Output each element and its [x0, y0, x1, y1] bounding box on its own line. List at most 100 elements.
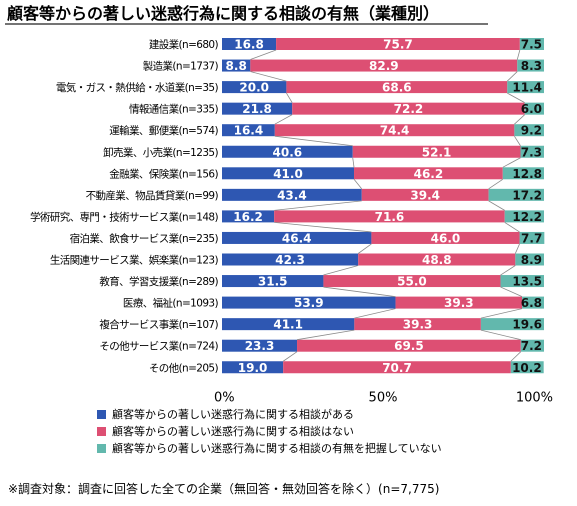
- connector-line: [507, 71, 518, 82]
- bar-segment: [361, 188, 489, 201]
- connector-line: [250, 49, 277, 60]
- category-label: 不動産業、物品賃貸業(n=99): [86, 189, 219, 202]
- bar-segment: [522, 296, 544, 309]
- connector-line: [296, 329, 355, 341]
- bar-segment: [480, 318, 544, 331]
- data-label: 21.8: [242, 102, 272, 116]
- bar-segment: [222, 210, 275, 223]
- data-label: 82.9: [369, 59, 399, 73]
- bar-segment: [274, 124, 515, 137]
- data-label: 19.6: [512, 318, 542, 332]
- connector-line: [507, 92, 525, 104]
- data-label: 31.5: [258, 275, 288, 289]
- data-label: 71.6: [375, 210, 405, 224]
- bar-segment: [354, 167, 503, 180]
- category-label: 宿泊業、飲食サービス業(n=235): [70, 232, 219, 245]
- data-label: 46.0: [431, 231, 461, 245]
- bar-segment: [520, 145, 544, 158]
- data-label: 8.9: [521, 253, 542, 267]
- legend-entry: 顧客等からの著しい迷惑行為に関する相談の有無を把握していない: [112, 441, 442, 455]
- connector-line: [250, 71, 287, 82]
- bar-segment: [222, 339, 298, 352]
- bar-segment: [222, 361, 284, 374]
- bar-segment: [519, 38, 544, 50]
- data-label: 39.4: [410, 188, 440, 202]
- data-label: 41.1: [273, 318, 303, 332]
- connector-line: [323, 286, 396, 297]
- connector-line: [500, 286, 523, 297]
- category-label: 運輸業、郵便業(n=574): [109, 124, 218, 137]
- bar-segment: [514, 124, 544, 137]
- data-label: 23.3: [245, 339, 275, 353]
- data-label: 19.0: [238, 361, 268, 375]
- data-label: 6.8: [521, 296, 542, 310]
- connector-line: [510, 351, 522, 362]
- connector-line: [352, 157, 355, 168]
- bar-segment: [500, 275, 544, 288]
- data-label: 43.4: [277, 188, 307, 202]
- connector-line: [274, 222, 372, 233]
- category-label: 卸売業、小売業(n=1235): [103, 146, 218, 159]
- bar-segment: [222, 124, 275, 137]
- connector-line: [480, 329, 521, 341]
- data-label: 39.3: [403, 318, 433, 332]
- category-label: 学術研究、専門・技術サービス業(n=148): [30, 210, 218, 223]
- legend-entry: 顧客等からの著しい迷惑行為に関する相談がある: [112, 407, 354, 421]
- category-label: 情報通信業(n=335): [129, 103, 218, 116]
- bar-segment: [222, 59, 251, 72]
- x-tick-label: 50%: [369, 390, 398, 405]
- data-label: 7.3: [521, 145, 542, 159]
- data-label: 8.8: [226, 59, 247, 73]
- data-label: 40.6: [273, 145, 303, 159]
- data-label: 46.2: [414, 167, 444, 181]
- data-label: 10.2: [512, 361, 542, 375]
- data-label: 75.7: [383, 38, 413, 52]
- bar-segment: [520, 339, 544, 352]
- bar-segment: [222, 188, 362, 201]
- connector-line: [354, 308, 396, 319]
- data-label: 70.7: [382, 361, 412, 375]
- bar-segment: [222, 167, 355, 180]
- bar-segment: [222, 81, 287, 94]
- data-label: 41.0: [273, 167, 303, 181]
- connector-line: [500, 265, 516, 276]
- data-label: 7.5: [521, 38, 542, 52]
- bar-segment: [507, 81, 544, 94]
- bar-segment: [524, 102, 544, 115]
- bar-segment: [250, 59, 518, 72]
- data-label: 13.5: [512, 275, 542, 289]
- connector-line: [282, 351, 298, 362]
- bar-segment: [323, 275, 501, 288]
- bar-segment: [510, 361, 544, 374]
- data-label: 46.4: [282, 231, 312, 245]
- data-label: 9.2: [521, 124, 542, 138]
- bar-segment: [371, 231, 520, 244]
- data-label: 42.3: [275, 253, 305, 267]
- connector-line: [274, 135, 353, 147]
- connector-line: [274, 200, 362, 211]
- bar-segment: [395, 296, 523, 309]
- bar-segment: [297, 339, 521, 352]
- data-label: 12.2: [512, 210, 542, 224]
- bar-segment: [358, 253, 516, 266]
- data-label: 69.5: [394, 339, 424, 353]
- bar-segment: [222, 253, 359, 266]
- data-label: 68.6: [382, 81, 412, 95]
- connector-line: [514, 243, 520, 254]
- connector-line: [514, 114, 525, 125]
- data-label: 6.0: [521, 102, 542, 116]
- bar-segment: [222, 275, 324, 288]
- footnote: ※調査対象：調査に回答した全ての企業（無回答・無効回答を除く）(n=7,775): [8, 481, 439, 496]
- data-label: 53.9: [294, 296, 324, 310]
- connector-line: [353, 179, 363, 190]
- data-label: 11.4: [512, 81, 542, 95]
- data-label: 39.3: [444, 296, 474, 310]
- bar-segment: [519, 231, 545, 244]
- connector-line: [488, 200, 505, 211]
- bar-segment: [276, 38, 520, 50]
- category-label: その他(n=205): [149, 361, 219, 374]
- data-label: 55.0: [397, 275, 427, 289]
- connector-line: [504, 222, 520, 233]
